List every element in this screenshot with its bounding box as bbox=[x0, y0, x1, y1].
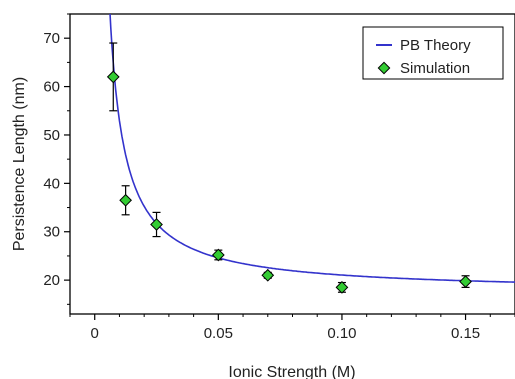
x-ticks: 0 0.05 0.10 0.15 bbox=[69, 314, 515, 342]
legend: PB Theory Simulation bbox=[362, 26, 504, 80]
x-tick-label: 0.10 bbox=[327, 325, 356, 342]
simulation-point bbox=[211, 248, 225, 262]
simulation-point bbox=[335, 281, 349, 294]
y-tick-label: 20 bbox=[43, 272, 60, 289]
legend-label-simulation: Simulation bbox=[400, 60, 470, 77]
y-tick-label: 70 bbox=[43, 30, 60, 47]
y-tick-label: 50 bbox=[43, 127, 60, 144]
simulation-point bbox=[119, 193, 132, 207]
x-tick-label: 0 bbox=[91, 325, 99, 342]
y-tick-label: 60 bbox=[43, 79, 60, 96]
y-ticks: 20 30 40 50 60 70 bbox=[43, 13, 70, 305]
points-layer bbox=[106, 42, 472, 294]
simulation-point bbox=[150, 218, 163, 231]
curve-layer bbox=[109, 14, 515, 283]
x-axis-title: Ionic Strength (M) bbox=[228, 364, 355, 379]
legend-label-pb-theory: PB Theory bbox=[400, 37, 471, 54]
y-tick-label: 30 bbox=[43, 224, 60, 241]
simulation-point bbox=[261, 268, 275, 282]
y-tick-label: 40 bbox=[43, 175, 60, 192]
x-tick-label: 0.15 bbox=[451, 325, 480, 342]
pb-theory-curve bbox=[109, 14, 515, 283]
simulation-point bbox=[106, 70, 120, 84]
legend-diamond-swatch bbox=[377, 61, 391, 75]
x-tick-label: 0.05 bbox=[204, 325, 233, 342]
y-axis-title: Persistence Length (nm) bbox=[11, 77, 28, 251]
simulation-point bbox=[459, 275, 472, 288]
